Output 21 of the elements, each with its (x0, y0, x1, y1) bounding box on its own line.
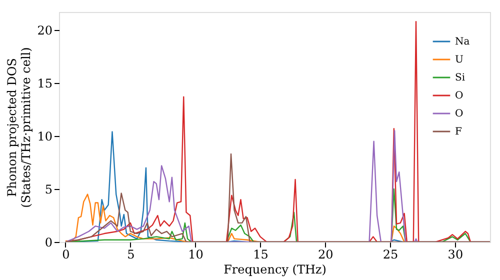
x-tick-label: 20 (318, 248, 334, 262)
x-tick-label: 0 (62, 248, 70, 262)
x-tick-label: 10 (188, 248, 204, 262)
x-tick-label: 5 (127, 248, 135, 262)
legend-label: U (455, 54, 464, 66)
y-tick-label: 20 (37, 24, 52, 38)
y-tick-label: 10 (37, 130, 52, 144)
x-tick-label: 25 (382, 248, 398, 262)
y-tick-label: 15 (37, 76, 52, 91)
x-tick-label: 30 (448, 248, 464, 262)
x-tick-label: 15 (253, 248, 268, 262)
y-tick-label: 5 (44, 182, 52, 197)
line-series (64, 153, 490, 242)
y-axis-title: Phonon projected DOS (States/THz·primitive cell) (5, 47, 34, 208)
legend-label: Si (455, 72, 466, 84)
x-axis-title: Frequency (THz) (224, 262, 326, 276)
legend-label: O (455, 108, 464, 120)
legend-label: Na (455, 36, 470, 48)
y-tick-label: 0 (44, 236, 52, 250)
legend-label: F (455, 126, 462, 138)
legend-label: O (455, 90, 464, 102)
